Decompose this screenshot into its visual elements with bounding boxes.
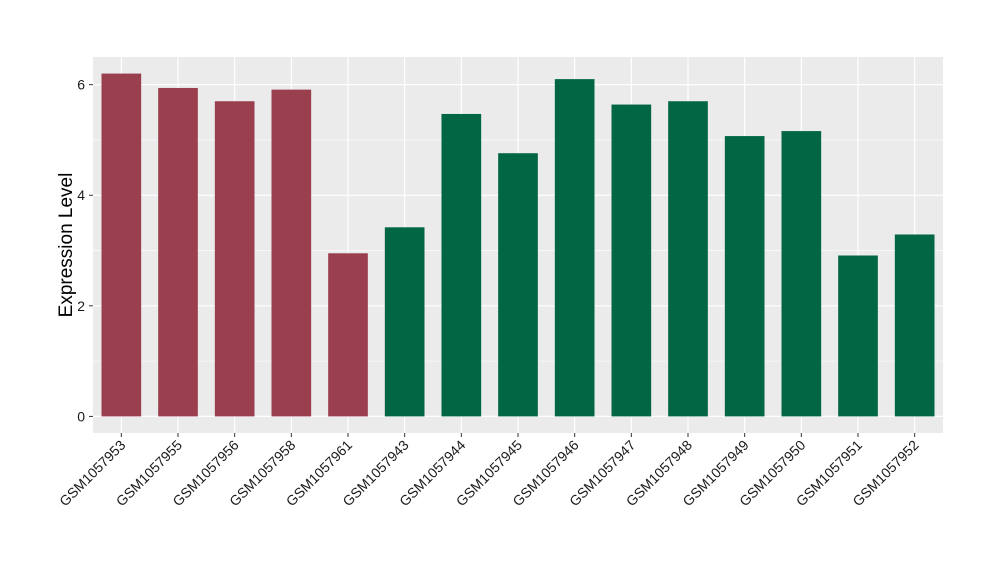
bar: [894, 234, 935, 417]
bar: [611, 104, 652, 417]
y-tick-label: 0: [77, 408, 85, 424]
bar: [101, 73, 142, 417]
bars: [101, 73, 935, 417]
bar: [384, 227, 425, 417]
bar: [554, 79, 595, 417]
bar: [781, 131, 822, 417]
bar: [214, 101, 255, 417]
bar: [724, 136, 765, 417]
y-tick-label: 2: [77, 298, 85, 314]
bar: [441, 113, 482, 417]
bar: [668, 101, 708, 417]
bar: [328, 253, 368, 417]
y-tick-label: 4: [77, 187, 85, 203]
bar: [271, 89, 312, 417]
y-tick-label: 6: [77, 77, 85, 93]
bar: [158, 87, 198, 417]
bar: [498, 153, 538, 417]
bar: [838, 255, 878, 417]
y-axis-title: Expression Level: [56, 173, 77, 318]
